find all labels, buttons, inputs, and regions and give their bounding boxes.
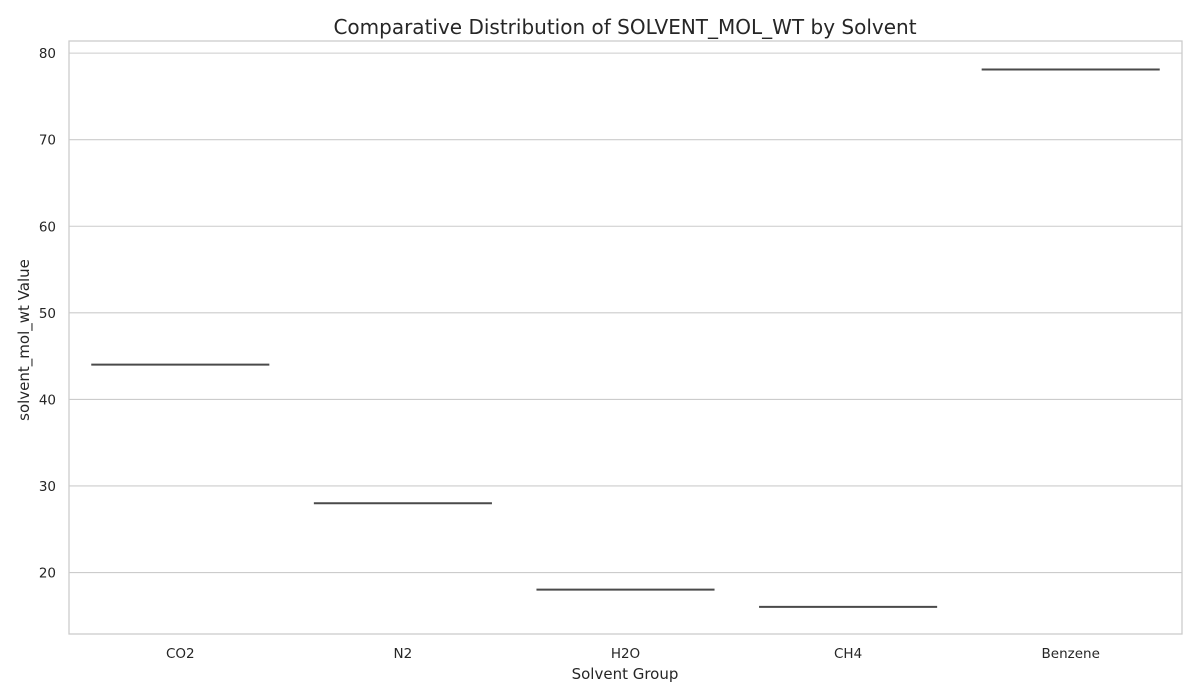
y-tick-label: 40 — [39, 392, 56, 408]
y-tick-label: 50 — [39, 306, 56, 322]
gridlines — [69, 53, 1182, 572]
x-axis-ticks: CO2 N2 H2O CH4 Benzene — [166, 646, 1100, 662]
x-tick-label: H2O — [611, 646, 640, 662]
y-axis-label: solvent_mol_wt Value — [15, 259, 34, 421]
plot-frame — [69, 41, 1182, 634]
x-axis-label: Solvent Group — [572, 665, 679, 683]
x-tick-label: Benzene — [1042, 646, 1100, 662]
y-tick-label: 70 — [39, 133, 56, 149]
chart-title: Comparative Distribution of SOLVENT_MOL_… — [333, 15, 916, 39]
y-tick-label: 60 — [39, 219, 56, 235]
x-tick-label: N2 — [394, 646, 413, 662]
y-tick-label: 30 — [39, 479, 56, 495]
x-tick-label: CO2 — [166, 646, 195, 662]
y-axis-ticks: 20 30 40 50 60 70 80 — [39, 46, 56, 581]
y-tick-label: 80 — [39, 46, 56, 62]
x-tick-label: CH4 — [834, 646, 862, 662]
box-marks — [91, 69, 1159, 606]
y-tick-label: 20 — [39, 566, 56, 582]
